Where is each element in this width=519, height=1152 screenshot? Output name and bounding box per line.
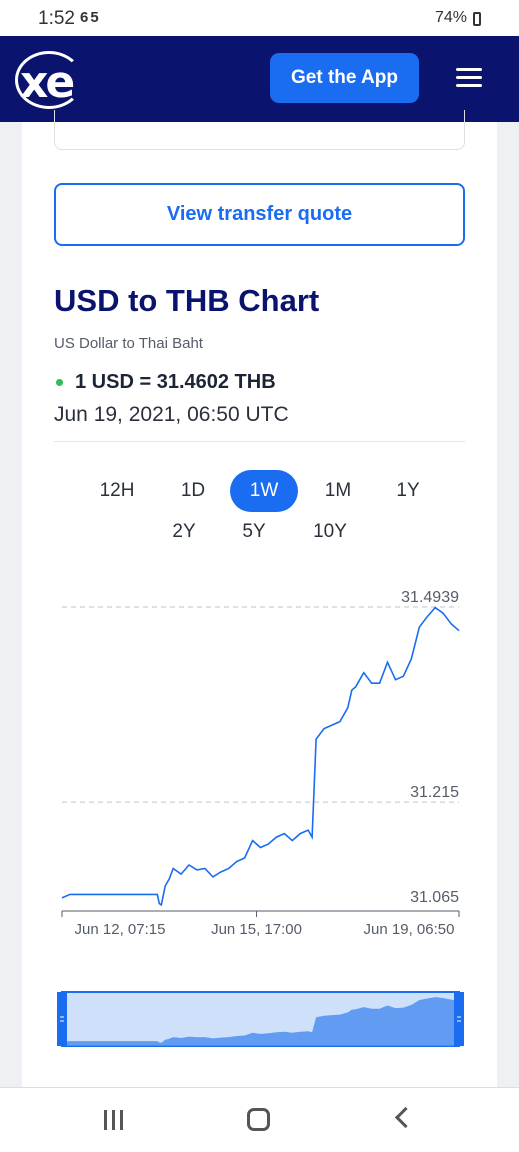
view-transfer-quote-button[interactable]: View transfer quote — [54, 183, 465, 246]
notification-count: 65 — [80, 9, 101, 26]
y-tick-label: 31.215 — [410, 784, 459, 801]
tab-12h[interactable]: 12H — [99, 480, 135, 501]
rate-line-chart: 31.4939 31.215 31.065 Jun 12, 07:15 Jun 15, … — [57, 589, 464, 1047]
status-time: 1:52 — [38, 8, 75, 29]
tab-5y[interactable]: 5Y — [242, 521, 266, 542]
android-nav-bar — [0, 1087, 519, 1152]
xe-logo[interactable]: xe — [15, 51, 83, 109]
get-the-app-button[interactable]: Get the App — [270, 53, 419, 103]
tab-10y[interactable]: 10Y — [313, 521, 347, 542]
live-indicator-dot — [56, 379, 63, 386]
battery-percent: 74% — [434, 9, 467, 26]
series-line — [61, 606, 460, 907]
hamburger-menu-icon[interactable] — [456, 68, 482, 88]
tab-1d[interactable]: 1D — [180, 480, 206, 501]
tab-1y[interactable]: 1Y — [396, 480, 420, 501]
tab-2y[interactable]: 2Y — [172, 521, 196, 542]
home-icon[interactable] — [247, 1108, 270, 1131]
currency-selector-box[interactable] — [54, 110, 465, 150]
navigator-handle-right[interactable] — [454, 992, 464, 1046]
converter-card: View transfer quote USD to THB Chart US … — [22, 110, 497, 1102]
site-header: xe Get the App — [0, 36, 519, 122]
navigator-area — [62, 997, 459, 1046]
chart-subtitle: US Dollar to Thai Baht — [54, 335, 203, 352]
divider — [54, 441, 465, 442]
tab-1m[interactable]: 1M — [324, 480, 352, 501]
tab-1w[interactable]: 1W — [230, 470, 298, 512]
y-tick-label: 31.4939 — [401, 589, 459, 606]
x-tick-label: Jun 19, 06:50 — [364, 921, 455, 938]
rate-timestamp: Jun 19, 2021, 06:50 UTC — [54, 403, 289, 426]
navigator-handle-left[interactable] — [57, 992, 67, 1046]
x-tick-label: Jun 15, 17:00 — [211, 921, 302, 938]
back-icon[interactable] — [394, 1106, 417, 1129]
battery-icon — [473, 12, 481, 26]
chart-title: USD to THB Chart — [54, 283, 320, 318]
recent-apps-icon[interactable] — [104, 1110, 124, 1130]
exchange-rate: 1 USD = 31.4602 THB — [75, 371, 276, 393]
y-tick-label: 31.065 — [410, 889, 459, 906]
status-bar: 1:52 65 74% — [0, 0, 519, 36]
x-tick-label: Jun 12, 07:15 — [75, 921, 166, 938]
